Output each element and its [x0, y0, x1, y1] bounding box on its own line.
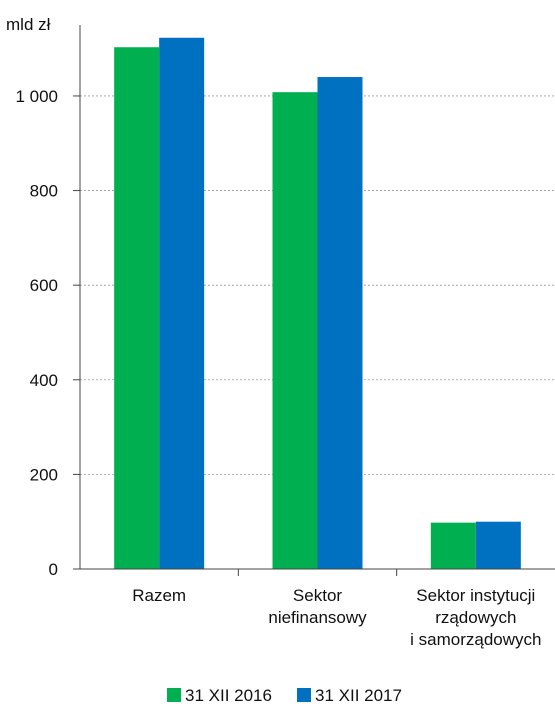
legend-swatch [167, 688, 181, 702]
y-tick-label: 400 [30, 371, 58, 390]
bar-2017 [159, 37, 205, 570]
legend-label: 31 XII 2016 [185, 686, 272, 705]
x-tick-labels: Razem Sektor niefinansowy Sektor instytucji… [132, 586, 541, 649]
y-axis-unit-label: mld zł [6, 15, 51, 34]
bar-2016 [272, 92, 318, 569]
y-tick-label: 600 [30, 276, 58, 295]
bars [114, 37, 521, 570]
y-tick-label: 200 [30, 465, 58, 484]
bar-2016 [430, 522, 476, 569]
axes [73, 25, 555, 576]
y-tick-labels: 0 200 400 600 800 1 000 [15, 87, 58, 579]
legend-label: 31 XII 2017 [315, 686, 402, 705]
legend-swatch [297, 688, 311, 702]
y-tick-label: 1 000 [15, 87, 58, 106]
bar-2017 [475, 521, 521, 569]
x-tick-label: niefinansowy [268, 608, 367, 627]
y-tick-label: 0 [49, 560, 58, 579]
x-tick-label: Razem [132, 586, 186, 605]
x-tick-label: Sektor [293, 586, 342, 605]
x-tick-label: i samorządowych [410, 630, 541, 649]
bar-2017 [317, 77, 363, 569]
bar-2016 [114, 47, 160, 570]
x-tick-label: Sektor instytucji [416, 586, 535, 605]
y-tick-label: 800 [30, 182, 58, 201]
legend: 31 XII 2016 31 XII 2017 [167, 686, 402, 705]
x-tick-label: rządowych [435, 608, 516, 627]
